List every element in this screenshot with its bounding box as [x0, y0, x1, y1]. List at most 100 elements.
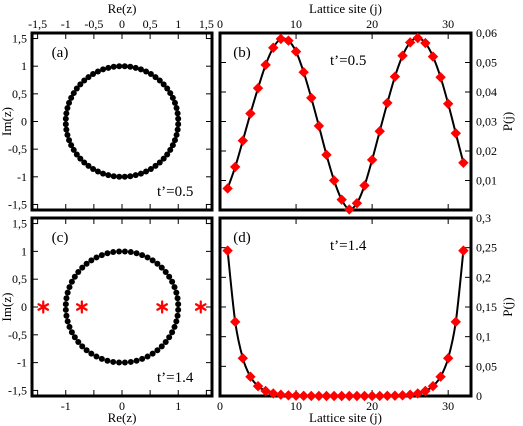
eigenvalue-dot	[62, 306, 69, 313]
data-point-diamond	[359, 390, 370, 402]
data-point-diamond	[306, 92, 317, 104]
y-tick-label: -1	[17, 356, 27, 370]
eigenvalue-dot	[116, 63, 123, 70]
eigenvalue-dot	[90, 71, 97, 78]
x-axis-label: Re(z)	[108, 410, 137, 425]
y-tick-label: -1	[17, 170, 27, 184]
eigenvalue-dot	[147, 71, 154, 78]
eigenvalue-dot	[167, 146, 174, 153]
eigenvalue-dot	[164, 85, 171, 92]
panel-d: 0 10 20 30 0 0,05 0,1 0,15 0,2 0,25 0,3 Lattice sit…	[217, 211, 515, 425]
data-point-diamond	[306, 390, 317, 402]
y-tick-label: 0,25	[476, 241, 497, 255]
eigenvalue-dot	[110, 173, 117, 180]
eigenvalue-dot	[64, 318, 71, 325]
eigenvalue-dot	[121, 63, 128, 70]
y-tick-label: 1	[21, 59, 27, 73]
eigenvalue-dot	[164, 151, 171, 158]
eigenvalue-dot	[85, 162, 92, 169]
data-point-diamond	[328, 175, 340, 186]
panel-c: -1 0 1 -1,5 -1 -0,5 0 0,5 1 1,5 Re(z) Im(z) (c) t’=1.…	[0, 216, 214, 425]
eigenvalue-dot	[105, 64, 112, 71]
edge-state-asterisk	[156, 300, 169, 314]
eigenvalue-dot	[174, 312, 181, 319]
eigenvalue-dot	[62, 115, 69, 122]
eigenvalue-dot	[133, 250, 140, 257]
eigenvalue-dot	[85, 74, 92, 81]
y-tick-label: -1,5	[8, 197, 27, 211]
y-axis-label: P(j)	[500, 297, 515, 317]
y-tick-label: 0,3	[476, 211, 491, 225]
data-point-diamond	[435, 371, 446, 382]
data-point-diamond	[298, 67, 309, 78]
eigenvalue-dot	[62, 121, 69, 128]
data-point-diamond	[268, 42, 279, 53]
eigenvalue-dot	[144, 353, 151, 360]
eigenvalue-dot	[121, 248, 128, 255]
eigenvalue-dot	[133, 357, 140, 364]
eigenvalue-dot	[68, 94, 75, 101]
eigenvalue-dot	[104, 357, 111, 364]
data-point-diamond	[260, 59, 271, 71]
eigenvalue-dot	[77, 155, 84, 162]
data-point-diamond	[366, 154, 378, 166]
data-point-diamond	[412, 32, 423, 44]
eigenvalue-dot	[173, 318, 180, 325]
eigenvalue-dot	[174, 295, 181, 302]
eigenvalue-dot	[64, 131, 71, 138]
data-point-diamond	[458, 245, 469, 256]
eigenvalue-dot	[175, 306, 182, 313]
eigenvalue-dot	[73, 151, 80, 158]
y-tick-label: 0,5	[12, 272, 27, 286]
eigenvalue-dot	[110, 358, 117, 365]
data-point-diamond	[366, 390, 378, 402]
data-point-diamond	[245, 108, 256, 119]
eigenvalue-dot	[75, 339, 82, 346]
eigenvalue-dot	[147, 165, 154, 172]
data-point-diamond	[321, 390, 332, 402]
eigenvalue-dot	[158, 264, 165, 271]
data-point-diamond	[290, 46, 302, 57]
data-point-diamond	[404, 37, 416, 48]
x-tick-label: 1	[175, 399, 181, 413]
data-point-diamond	[252, 82, 264, 94]
eigenvalue-dot	[90, 165, 97, 172]
y-tick-label: -0,5	[8, 328, 27, 342]
eigenvalue-dot	[160, 81, 167, 88]
eigenvalue-dot	[63, 110, 70, 117]
eigenvalue-dot	[79, 343, 86, 350]
eigenvalue-dot	[132, 172, 139, 179]
eigenvalue-dot	[98, 252, 105, 259]
y-axis-label: Im(z)	[0, 293, 14, 322]
eigenvalue-dot	[152, 74, 159, 81]
eigenvalue-dot	[143, 168, 150, 175]
y-tick-label: 0,01	[476, 174, 497, 188]
y-tick-label: 0,05	[476, 359, 497, 373]
annotation-label: t’=0.5	[157, 184, 193, 200]
data-point-diamond	[458, 157, 469, 168]
panel-label: (a)	[52, 45, 69, 61]
asterisk-stroke	[75, 303, 88, 311]
eigenvalue-dot	[175, 301, 182, 308]
data-point-diamond	[427, 380, 439, 392]
data-point-diamond	[382, 97, 393, 109]
eigenvalue-dot	[116, 173, 123, 180]
data-point-diamond	[336, 194, 347, 205]
eigenvalue-dot	[100, 66, 107, 73]
eigenvalue-dot	[110, 249, 117, 256]
eigenvalue-dot	[149, 350, 156, 357]
data-point-diamond	[283, 390, 294, 401]
x-tick-label: 1,5	[199, 17, 214, 31]
eigenvalue-dot	[105, 172, 112, 179]
eigenvalue-dot	[149, 257, 156, 264]
eigenvalue-dot	[174, 110, 181, 117]
x-tick-label: 30	[442, 17, 454, 31]
data-point-diamond	[328, 390, 340, 402]
eigenvalue-dot	[137, 170, 144, 177]
data-point-diamond	[230, 161, 241, 173]
x-tick-label: -0,5	[84, 17, 103, 31]
y-tick-label: 0	[476, 389, 482, 403]
eigenvalue-dot	[171, 137, 178, 144]
y-tick-label: 0,05	[476, 56, 497, 70]
eigenvalue-dot	[93, 353, 100, 360]
